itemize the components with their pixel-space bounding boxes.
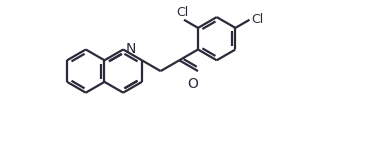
Text: N: N — [125, 42, 135, 56]
Text: O: O — [188, 77, 199, 91]
Text: Cl: Cl — [251, 13, 264, 26]
Text: Cl: Cl — [176, 6, 188, 19]
